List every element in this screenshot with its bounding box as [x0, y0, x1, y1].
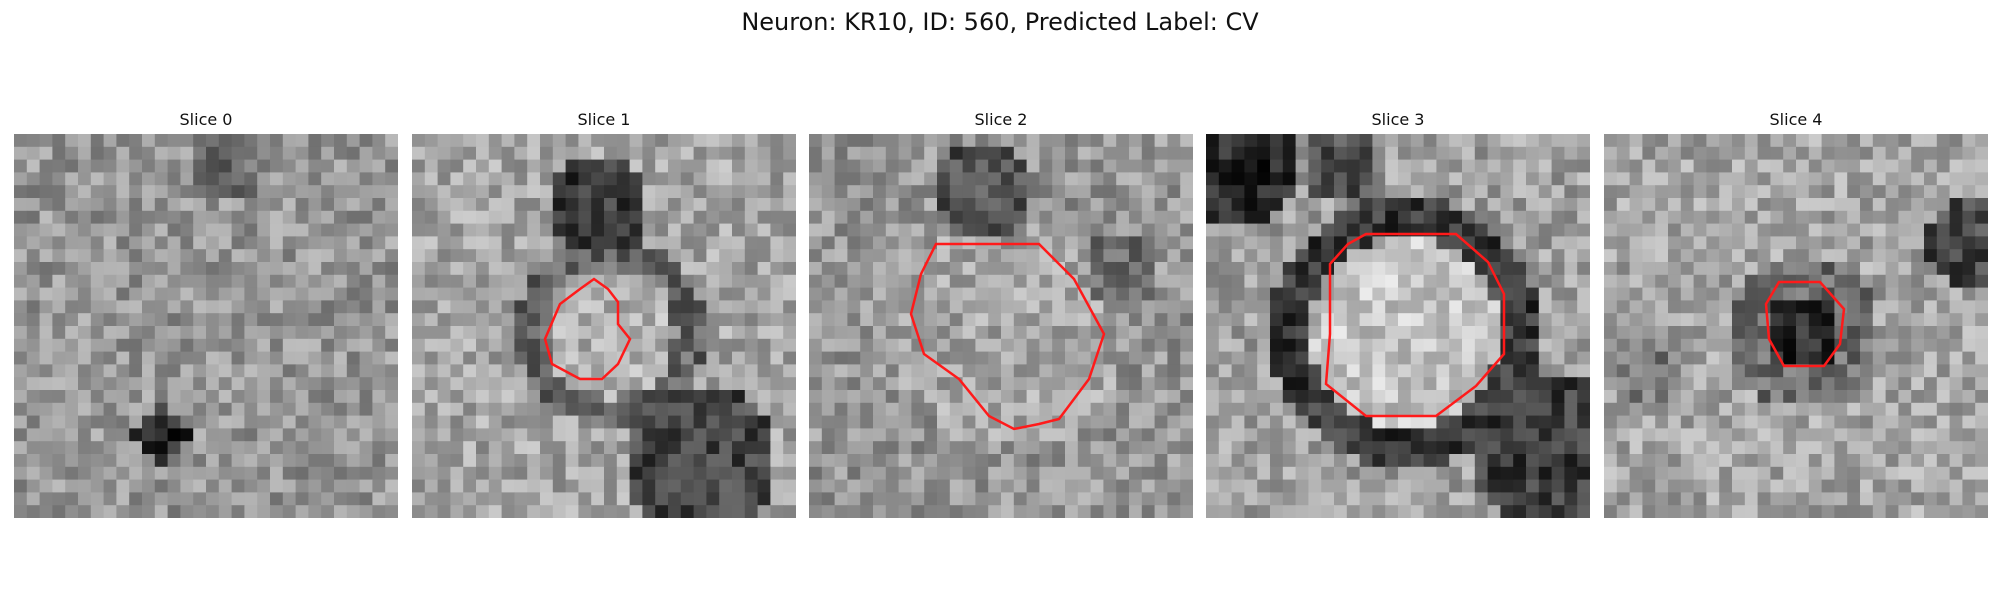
slice-title-2: Slice 2: [974, 110, 1028, 129]
slice-title-4: Slice 4: [1769, 110, 1823, 129]
slice-image-3: [1206, 134, 1590, 518]
slice-panel-2: Slice 2: [809, 110, 1193, 518]
slice-panel-1: Slice 1: [412, 110, 796, 518]
slice-image-2: [809, 134, 1193, 518]
roi-contour-1: [543, 277, 632, 381]
slice-image-1: [412, 134, 796, 518]
figure-title: Neuron: KR10, ID: 560, Predicted Label: …: [741, 8, 1259, 36]
slice-image-0: [14, 134, 398, 518]
slice-title-1: Slice 1: [577, 110, 631, 129]
slice-panel-4: Slice 4: [1604, 110, 1988, 518]
roi-contour-4: [1764, 280, 1846, 368]
roi-contour-2: [909, 242, 1106, 431]
slice-panel-3: Slice 3: [1206, 110, 1590, 518]
slice-title-0: Slice 0: [179, 110, 233, 129]
slice-title-3: Slice 3: [1371, 110, 1425, 129]
roi-contour-3: [1324, 232, 1506, 418]
slice-panel-0: Slice 0: [14, 110, 398, 518]
slice-image-4: [1604, 134, 1988, 518]
